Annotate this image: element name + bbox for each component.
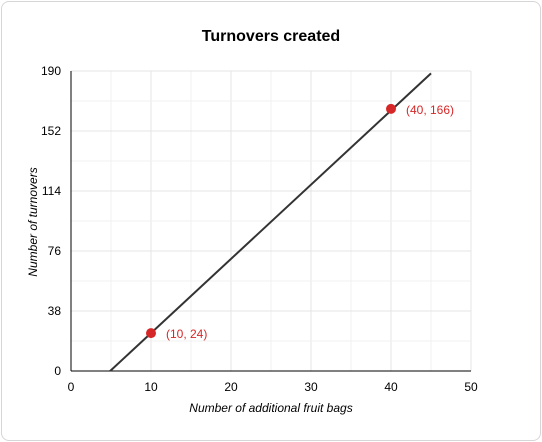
data-points: (10, 24) (40, 166) — [146, 103, 454, 341]
x-tick-label: 10 — [144, 380, 158, 394]
y-tick-label: 152 — [41, 124, 61, 138]
x-tick-label: 30 — [304, 380, 318, 394]
data-point — [386, 103, 396, 114]
axes — [70, 71, 471, 372]
x-tick-label: 0 — [68, 380, 75, 394]
chart-title: Turnovers created — [202, 28, 340, 45]
y-tick-label: 38 — [48, 304, 62, 318]
data-point-label: (10, 24) — [166, 327, 207, 341]
x-axis-label: Number of additional fruit bags — [189, 401, 352, 415]
y-tick-labels: 0 38 76 114 152 190 — [41, 64, 61, 378]
x-tick-label: 50 — [464, 380, 478, 394]
x-tick-labels: 0 10 20 30 40 50 — [68, 380, 478, 394]
series-line — [109, 72, 432, 372]
x-tick-label: 40 — [384, 380, 398, 394]
data-point-label: (40, 166) — [406, 103, 454, 117]
y-axis-label: Number of turnovers — [26, 167, 40, 276]
y-tick-label: 114 — [42, 184, 61, 198]
x-tick-label: 20 — [224, 380, 238, 394]
y-tick-label: 76 — [48, 244, 62, 258]
y-tick-label: 0 — [54, 364, 61, 378]
data-point — [146, 328, 156, 339]
y-tick-label: 190 — [41, 64, 61, 78]
